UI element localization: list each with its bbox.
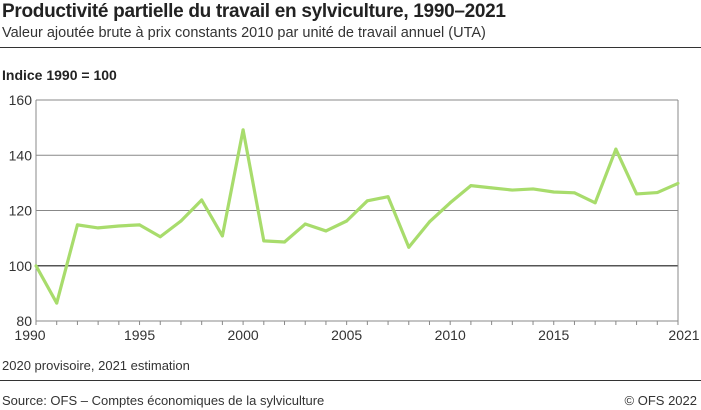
- data-point: [55, 301, 59, 305]
- data-point: [386, 195, 390, 199]
- x-tick-label: 1995: [124, 327, 155, 343]
- data-point: [138, 223, 142, 227]
- y-tick-label: 140: [9, 147, 33, 163]
- data-point: [220, 234, 224, 238]
- data-point: [75, 223, 79, 227]
- x-tick-label: 2021: [668, 327, 699, 343]
- data-point: [427, 220, 431, 224]
- series-line: [34, 128, 679, 305]
- data-point: [676, 181, 680, 185]
- data-point: [324, 229, 328, 233]
- data-point: [407, 245, 411, 249]
- data-point: [365, 199, 369, 203]
- data-point: [158, 235, 162, 239]
- data-point: [345, 219, 349, 223]
- data-point: [262, 239, 266, 243]
- data-point: [303, 222, 307, 226]
- x-tick-label: 2000: [228, 327, 259, 343]
- data-point: [531, 187, 535, 191]
- divider: [0, 47, 701, 48]
- data-point: [614, 147, 618, 151]
- data-point: [96, 226, 100, 230]
- source-text: Source: OFS – Comptes économiques de la …: [2, 393, 325, 408]
- data-point: [552, 190, 556, 194]
- chart-title: Productivité partielle du travail en syl…: [2, 1, 506, 22]
- data-point: [572, 191, 576, 195]
- data-point: [241, 128, 245, 132]
- data-point: [179, 219, 183, 223]
- chart-subtitle: Valeur ajoutée brute à prix constants 20…: [2, 25, 486, 41]
- data-point: [34, 264, 38, 268]
- data-point: [200, 198, 204, 202]
- y-tick-label: 80: [16, 313, 32, 329]
- x-tick-label: 2005: [331, 327, 362, 343]
- data-point: [593, 201, 597, 205]
- data-point: [655, 191, 659, 195]
- footnote: 2020 provisoire, 2021 estimation: [2, 358, 190, 373]
- plot-area: 80 100 120 140 160 1990 1995 2000 2005 2010 2015 20…: [9, 92, 700, 343]
- x-tick-label: 2010: [435, 327, 466, 343]
- data-point: [448, 201, 452, 205]
- data-point: [490, 186, 494, 190]
- divider: [0, 380, 701, 381]
- data-point: [469, 184, 473, 188]
- x-tick-label: 2015: [538, 327, 569, 343]
- data-point: [510, 188, 514, 192]
- data-point: [283, 240, 287, 244]
- y-tick-label: 120: [9, 203, 33, 219]
- x-tick-label: 1990: [14, 327, 45, 343]
- copyright-text: © OFS 2022: [624, 393, 697, 408]
- y-axis-label: Indice 1990 = 100: [2, 67, 117, 83]
- y-tick-label: 160: [9, 92, 33, 108]
- data-point: [635, 192, 639, 196]
- data-point: [117, 224, 121, 228]
- y-tick-label: 100: [9, 258, 33, 274]
